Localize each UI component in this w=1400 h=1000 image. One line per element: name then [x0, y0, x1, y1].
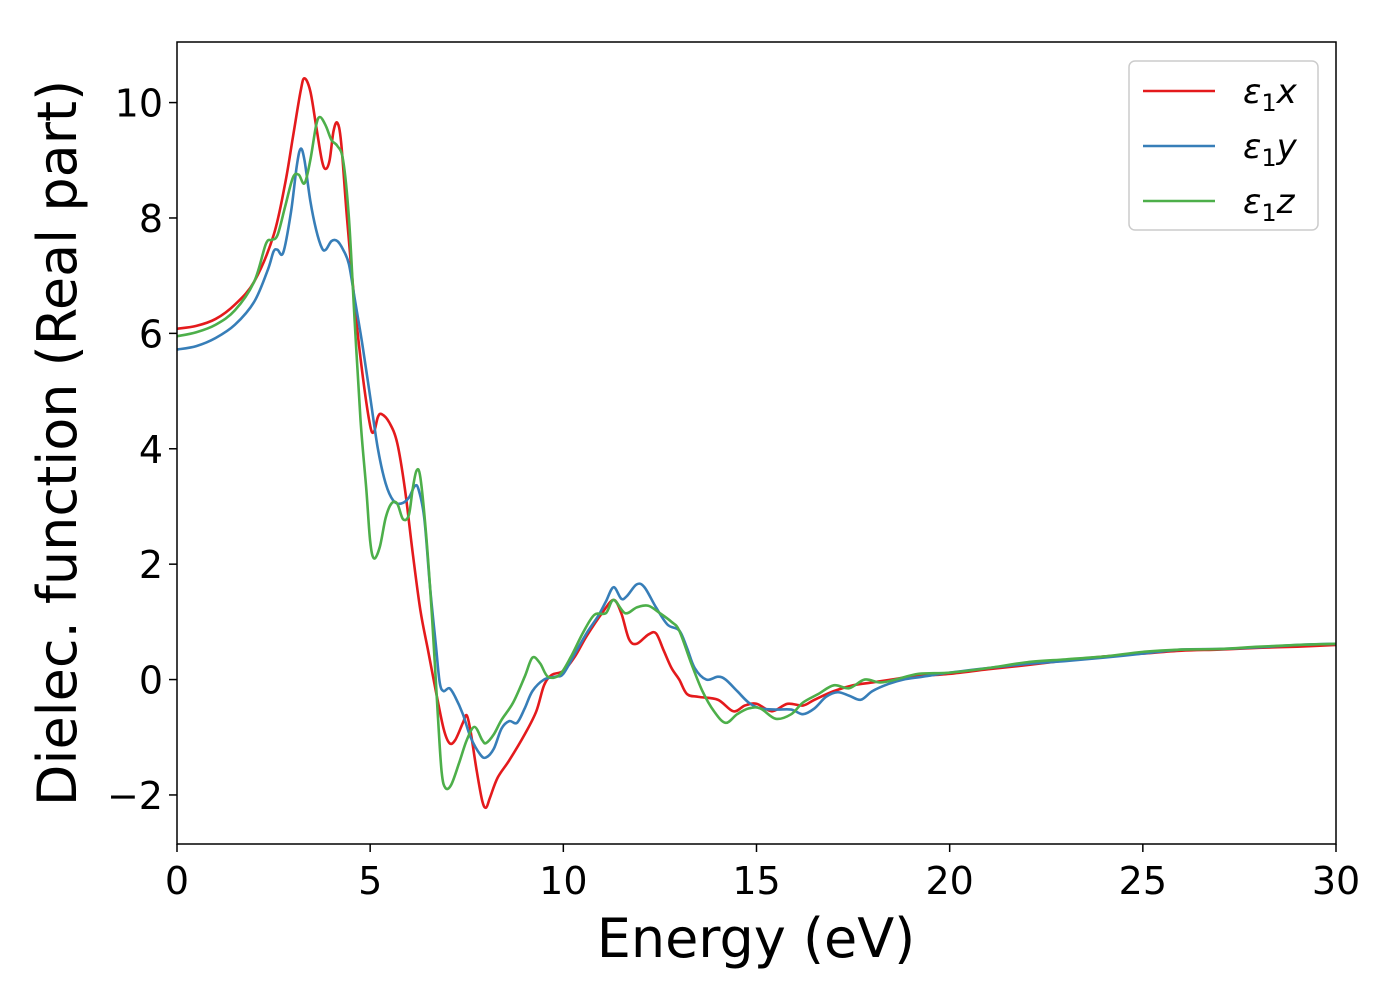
- legend-entry-eps1z: ε1z: [1143, 182, 1296, 227]
- legend-box: [1128, 60, 1319, 231]
- legend-label: ε1z: [1243, 182, 1296, 227]
- y-tick-label: 4: [139, 428, 163, 472]
- x-tick-label: 5: [358, 859, 382, 903]
- x-tick-label: 10: [539, 859, 587, 903]
- x-axis: 0 5 10 15 20 25 30: [165, 844, 1360, 903]
- y-axis: −2 0 2 4 6 8 10: [107, 82, 177, 818]
- x-tick-label: 20: [925, 859, 973, 903]
- x-tick-label: 25: [1119, 859, 1167, 903]
- x-tick-label: 15: [732, 859, 780, 903]
- legend-label: ε1y: [1243, 127, 1298, 172]
- y-tick-label: 10: [115, 82, 163, 126]
- series-line-eps1z: [177, 115, 1336, 791]
- legend: ε1x ε1y ε1z: [1128, 60, 1319, 231]
- x-tick-label: 0: [165, 859, 189, 903]
- legend-label: ε1x: [1243, 72, 1298, 117]
- y-tick-label: 8: [139, 197, 163, 241]
- y-axis-title: Dielec. function (Real part): [26, 80, 89, 806]
- series-layer: [177, 77, 1336, 810]
- y-tick-label: 6: [139, 312, 163, 356]
- legend-entry-eps1x: ε1x: [1143, 72, 1298, 117]
- y-tick-label: −2: [107, 774, 163, 818]
- legend-entry-eps1y: ε1y: [1143, 127, 1298, 172]
- y-tick-label: 2: [139, 543, 163, 587]
- x-tick-label: 30: [1312, 859, 1360, 903]
- series-line-eps1y: [177, 147, 1336, 760]
- x-axis-title: Energy (eV): [597, 907, 916, 970]
- y-tick-label: 0: [139, 659, 163, 703]
